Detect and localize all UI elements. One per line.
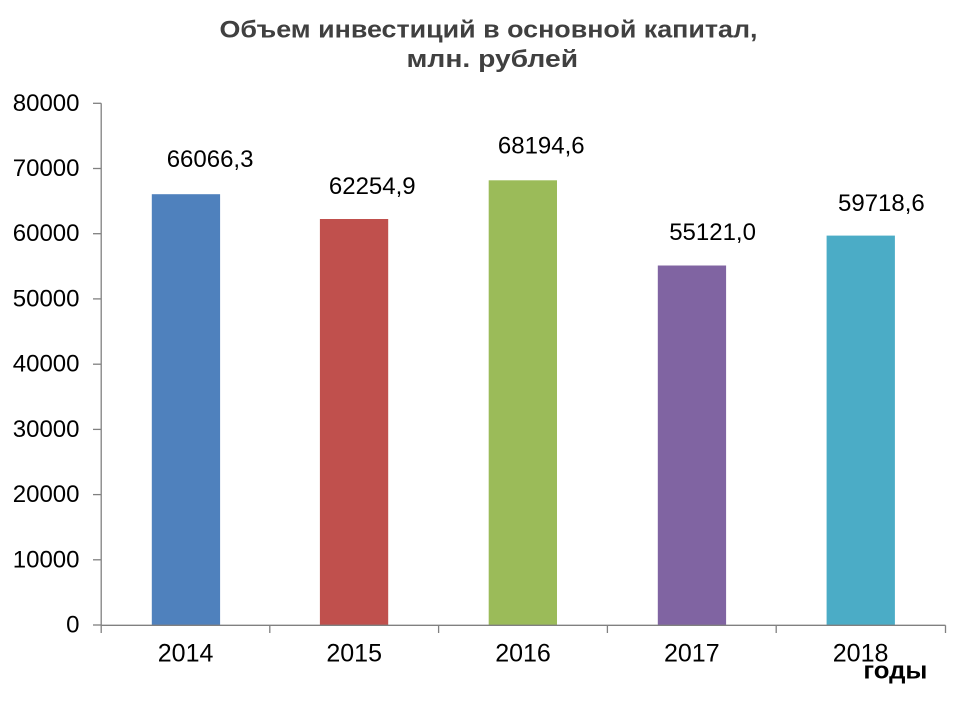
svg-text:0: 0 (66, 612, 79, 639)
svg-text:Объем инвестиций в основной ка: Объем инвестиций в основной капитал, (220, 17, 758, 44)
svg-text:30000: 30000 (13, 416, 80, 443)
svg-text:2016: 2016 (495, 639, 551, 667)
svg-text:55121,0: 55121,0 (669, 219, 756, 246)
svg-text:60000: 60000 (13, 220, 80, 247)
svg-text:50000: 50000 (13, 285, 80, 312)
svg-text:68194,6: 68194,6 (498, 133, 585, 160)
svg-text:2017: 2017 (664, 639, 720, 667)
svg-text:2015: 2015 (326, 639, 382, 667)
svg-text:40000: 40000 (13, 351, 80, 378)
svg-text:годы: годы (863, 657, 927, 684)
svg-text:70000: 70000 (13, 155, 80, 182)
svg-text:20000: 20000 (13, 481, 80, 508)
svg-text:59718,6: 59718,6 (838, 190, 925, 217)
svg-text:66066,3: 66066,3 (167, 146, 254, 173)
svg-text:2018: 2018 (833, 639, 889, 667)
svg-text:млн. рублей: млн. рублей (407, 46, 579, 73)
svg-text:62254,9: 62254,9 (329, 173, 416, 200)
svg-text:2014: 2014 (158, 640, 214, 668)
svg-text:10000: 10000 (13, 546, 80, 573)
svg-text:80000: 80000 (13, 90, 80, 117)
